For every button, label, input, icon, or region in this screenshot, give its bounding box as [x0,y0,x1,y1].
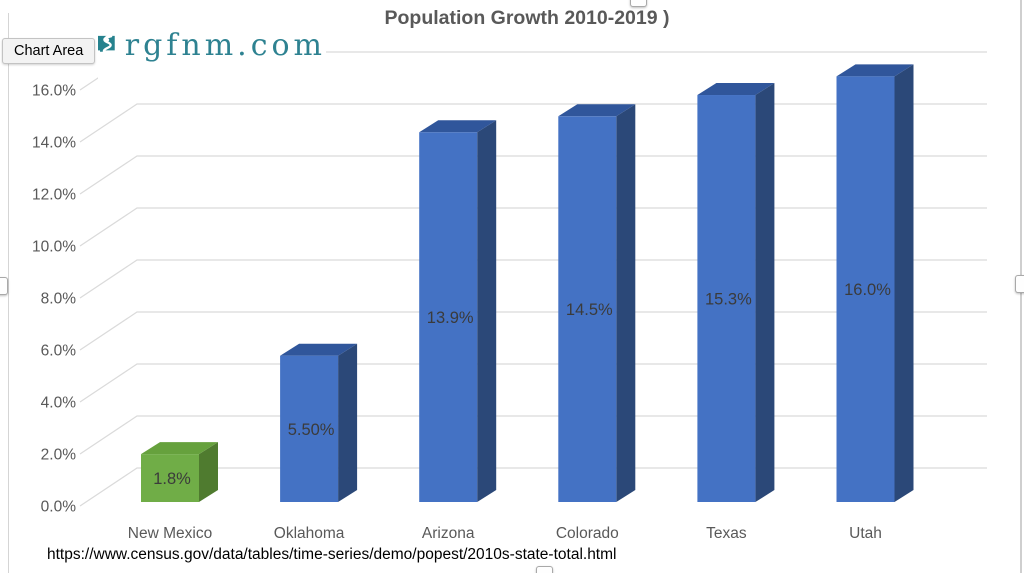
value-label: 1.8% [153,470,191,488]
bar-top-face [280,343,358,356]
bar-top-face [836,64,914,77]
logo-text: rgfnm.com [124,27,326,63]
ytick-6.0%: 6.0% [41,343,77,360]
value-label: 13.9% [427,309,474,327]
chart-resize-handle-left[interactable] [0,277,8,295]
bar-new-mexico[interactable]: 1.8% [141,442,218,502]
value-label: 16.0% [844,281,891,299]
bar-utah[interactable]: 16.0% [836,64,914,503]
bar-side-face [616,104,636,503]
bar-side-face [477,120,497,502]
xtick-oklahoma: Oklahoma [274,525,345,542]
ytick-4.0%: 4.0% [41,395,77,412]
ytick-2.0%: 2.0% [41,447,77,464]
chart-title: Population Growth 2010-2019 ) [384,7,670,29]
bar-side-face [199,442,218,502]
chart-area-left-border [8,13,9,573]
bar-front-face [697,95,756,503]
value-label: 14.5% [566,301,613,319]
bar-top-face [141,442,218,455]
ytick-8.0%: 8.0% [41,291,77,308]
bar-colorado[interactable]: 14.5% [558,104,636,503]
ytick-10.0%: 10.0% [32,239,76,256]
bar-arizona[interactable]: 13.9% [419,120,497,502]
xtick-utah: Utah [849,525,882,542]
ytick-0.0%: 0.0% [41,499,77,516]
bar-front-face [558,116,617,503]
bar-front-face [280,355,339,502]
xtick-colorado: Colorado [556,525,619,542]
bar-front-face [836,76,895,503]
chart-resize-handle-bottom[interactable] [536,566,553,573]
bar-top-face [419,120,497,133]
chart-area-tooltip: Chart Area [2,38,96,64]
bar-top-face [558,104,636,117]
rgfnm-logo: rgfnm.com [98,6,326,82]
bar-front-face [419,132,478,502]
source-url-text[interactable]: https://www.census.gov/data/tables/time-… [47,546,617,563]
ytick-14.0%: 14.0% [32,135,76,152]
bar-top-face [697,83,775,96]
chart-resize-handle-right[interactable] [1015,275,1024,293]
value-label: 15.3% [705,291,752,309]
bar-side-face [894,64,914,503]
bar-side-face [755,83,775,503]
xtick-new-mexico: New Mexico [128,525,212,542]
xtick-texas: Texas [706,525,747,542]
chart-resize-handle-top[interactable] [630,0,647,7]
xtick-arizona: Arizona [422,525,475,542]
bar-front-face [141,454,199,502]
ytick-12.0%: 12.0% [32,187,76,204]
value-label: 5.50% [288,421,335,439]
new-mexico-river-icon [98,34,115,53]
bar-texas[interactable]: 15.3% [697,83,775,503]
bar-side-face [338,343,358,502]
ytick-16.0%: 16.0% [32,83,76,100]
bar-oklahoma[interactable]: 5.50% [280,343,358,502]
